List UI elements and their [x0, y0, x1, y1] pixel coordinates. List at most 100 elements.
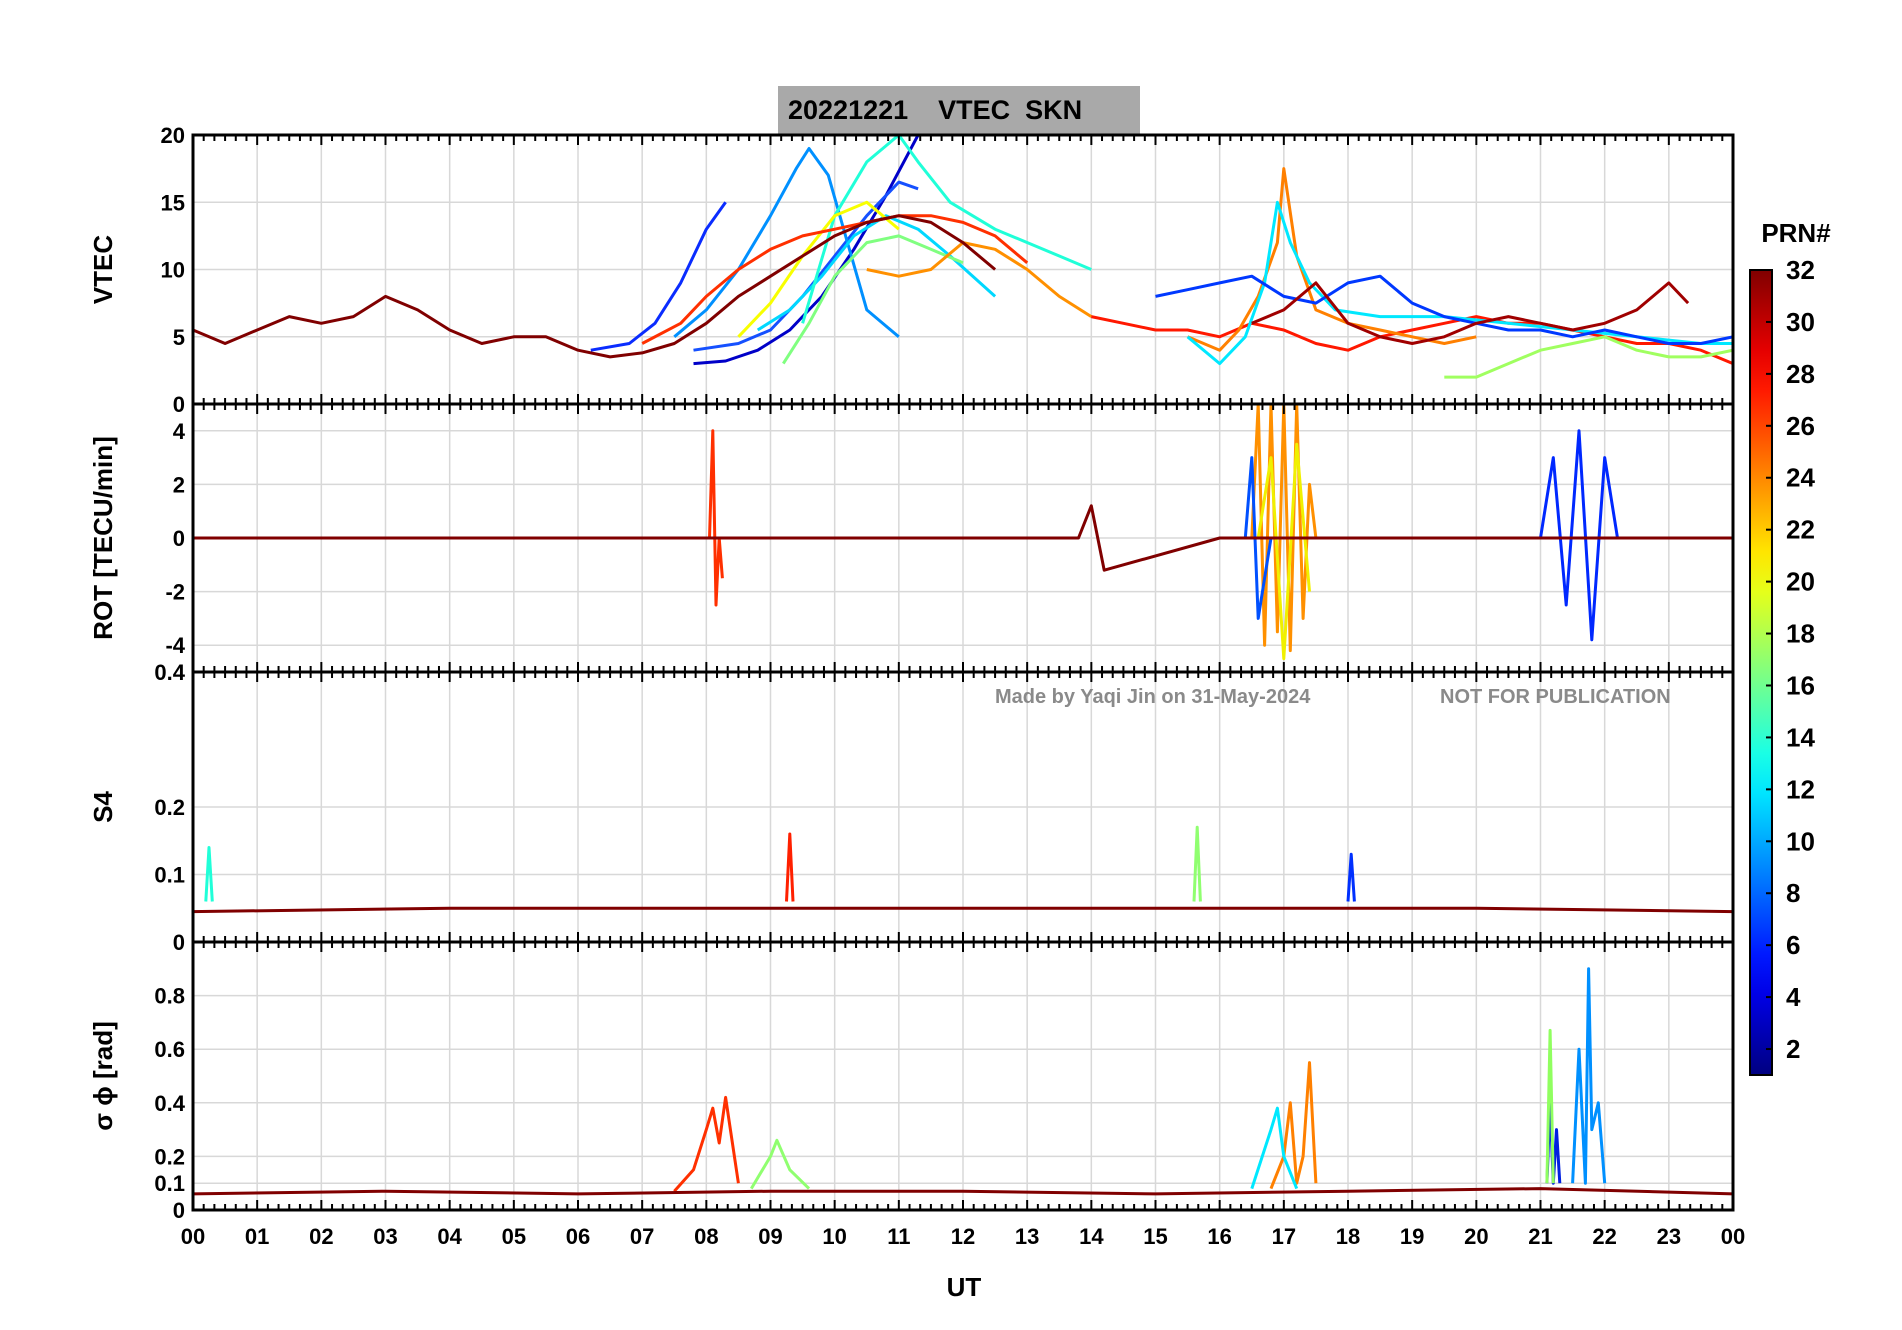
y-tick-label: 4: [173, 419, 186, 444]
x-tick-label: 16: [1207, 1224, 1231, 1249]
y-tick-label: 20: [161, 123, 185, 148]
watermark-author: Made by Yaqi Jin on 31-May-2024: [995, 686, 1311, 708]
y-tick-label: 0: [173, 392, 185, 417]
series-line: [1571, 967, 1607, 1185]
x-tick-label: 06: [566, 1224, 590, 1249]
y-tick-label: 2: [173, 472, 185, 497]
series-line: [193, 906, 1733, 914]
x-tick-label: 11: [887, 1224, 910, 1249]
y-axis-label: S4: [88, 791, 118, 823]
colorbar-tick-label: 16: [1786, 670, 1815, 700]
title-box: [778, 86, 1140, 134]
series-line: [693, 180, 919, 352]
series-line: [1251, 281, 1690, 345]
watermark-notice: NOT FOR PUBLICATION: [1440, 686, 1671, 708]
series-line: [1250, 404, 1318, 653]
series-line: [1192, 825, 1202, 902]
series-line: [641, 214, 1029, 345]
x-tick-label: 10: [822, 1224, 846, 1249]
colorbar-tick-label: 26: [1786, 411, 1815, 441]
y-tick-label: 0.1: [154, 863, 185, 888]
series-line: [756, 214, 997, 332]
y-axis-label: ROT [TECU/min]: [88, 436, 118, 640]
y-tick-label: 0.6: [154, 1037, 185, 1062]
x-tick-label: 20: [1464, 1224, 1488, 1249]
x-tick-label: 18: [1336, 1224, 1360, 1249]
y-tick-label: 5: [173, 325, 185, 350]
panel-rot: -4 -2 0 2 4 ROT [TECU/min]: [88, 402, 1735, 674]
chart-title: 20221221 VTEC SKN: [788, 95, 1083, 125]
series-line: [590, 201, 727, 352]
y-tick-label: 10: [161, 258, 185, 283]
colorbar-tick-label: 22: [1786, 515, 1815, 545]
series-line: [785, 832, 795, 902]
colorbar-tick-label: 24: [1786, 463, 1815, 493]
x-tick-label: 23: [1657, 1224, 1681, 1249]
x-tick-label: 12: [951, 1224, 975, 1249]
x-tick-label: 21: [1528, 1224, 1552, 1249]
series-line: [193, 504, 1733, 572]
colorbar-gradient: [1749, 269, 1773, 1076]
y-tick-label: 0.2: [154, 1144, 185, 1169]
x-tick-label: 14: [1079, 1224, 1104, 1249]
y-axis-label: VTEC: [88, 235, 118, 305]
x-axis-label: UT: [947, 1272, 982, 1302]
series-line: [1539, 429, 1619, 642]
x-tick-label: 22: [1592, 1224, 1616, 1249]
panel-vtec: 0 5 10 15 20 VTEC: [88, 123, 1735, 417]
y-tick-label: 15: [161, 190, 185, 215]
series-line: [1545, 1028, 1555, 1184]
x-tick-label: 02: [309, 1224, 333, 1249]
y-tick-label: -4: [165, 633, 185, 658]
series-line: [801, 135, 1092, 324]
series-line: [1155, 274, 1733, 345]
series-line: [193, 214, 997, 359]
series-line: [708, 429, 724, 607]
series-line: [1186, 200, 1733, 366]
series-line: [782, 234, 964, 365]
colorbar-tick-label: 20: [1786, 567, 1815, 597]
colorbar-tick-label: 14: [1786, 722, 1815, 752]
x-tick-label: 03: [373, 1224, 397, 1249]
y-tick-label: 0.2: [154, 795, 185, 820]
y-tick-label: 0.8: [154, 984, 185, 1009]
x-tick-label: 00: [1721, 1224, 1745, 1249]
colorbar-tick-label: 32: [1786, 255, 1815, 285]
y-tick-label: 0: [173, 930, 185, 955]
series-line: [1256, 442, 1311, 661]
y-tick-label: 0.1: [154, 1171, 185, 1196]
series-line: [1444, 335, 1733, 379]
y-tick-label: 0.4: [154, 660, 185, 685]
x-tick-label: 00: [181, 1224, 205, 1249]
colorbar-tick-label: 18: [1786, 619, 1815, 649]
series-line: [1250, 1106, 1299, 1190]
series-line: [1269, 1061, 1318, 1190]
series-line: [750, 1138, 811, 1190]
colorbar-title: PRN#: [1761, 218, 1831, 248]
colorbar-tick-label: 30: [1786, 307, 1815, 337]
colorbar-tick-label: 6: [1786, 930, 1800, 960]
x-tick-label: 08: [694, 1224, 718, 1249]
series-line: [673, 1095, 740, 1193]
series-line: [1090, 315, 1733, 365]
x-tick-label: 01: [245, 1224, 269, 1249]
colorbar-tick-label: 28: [1786, 359, 1815, 389]
series-line: [866, 241, 1093, 318]
panel-sigma_phi: 00.10.2 0.4 0.6 0.8 σ ϕ [rad]: [88, 940, 1735, 1223]
y-axis-label: σ ϕ [rad]: [88, 1021, 118, 1131]
x-tick-label: 13: [1015, 1224, 1039, 1249]
y-tick-label: 0: [173, 526, 185, 551]
series-line: [673, 147, 900, 338]
x-tick-label: 19: [1400, 1224, 1424, 1249]
y-tick-label: 0: [173, 1198, 185, 1223]
series-line: [737, 200, 900, 338]
colorbar-tick-label: 8: [1786, 878, 1800, 908]
x-tick-label: 15: [1143, 1224, 1167, 1249]
y-tick-label: 0.4: [154, 1091, 185, 1116]
colorbar-tick-label: 2: [1786, 1034, 1800, 1064]
x-tick-label: 09: [758, 1224, 782, 1249]
y-tick-label: -2: [165, 580, 185, 605]
series-line: [193, 1187, 1733, 1196]
